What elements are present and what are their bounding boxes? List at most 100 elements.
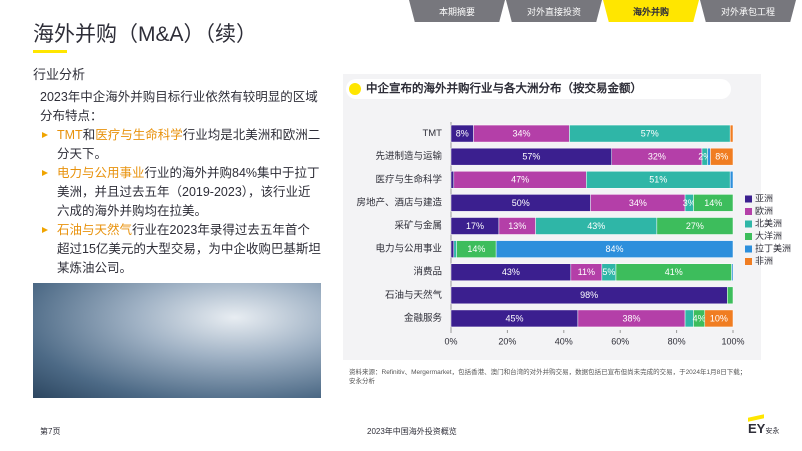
data-label: 8% bbox=[715, 152, 728, 162]
report-name: 2023年中国海外投资概览 bbox=[367, 427, 457, 436]
page-number: 第7页 bbox=[40, 427, 61, 436]
title-underline bbox=[33, 50, 67, 53]
data-label: 38% bbox=[622, 313, 640, 323]
data-label: 27% bbox=[686, 221, 704, 231]
logo-text: EY bbox=[748, 421, 766, 436]
x-tick-label: 80% bbox=[668, 336, 686, 346]
logo-cn: 安永 bbox=[765, 428, 780, 435]
y-tick-label: 采矿与金属 bbox=[394, 220, 442, 232]
data-label: 41% bbox=[665, 267, 683, 277]
legend-label: 北美洲 bbox=[755, 217, 782, 228]
data-label: 14% bbox=[704, 198, 722, 208]
emphasis-text: 石油与天然气 bbox=[57, 223, 133, 237]
x-tick-label: 100% bbox=[721, 336, 744, 346]
x-tick-label: 0% bbox=[444, 336, 457, 346]
data-label: 34% bbox=[512, 128, 530, 138]
data-label: 3% bbox=[683, 198, 696, 208]
data-label: 2% bbox=[698, 152, 711, 162]
data-label: 17% bbox=[466, 221, 484, 231]
legend-swatch bbox=[745, 195, 752, 203]
nav-tab: 对外直接投资 bbox=[506, 0, 602, 22]
y-tick-label: 消费品 bbox=[413, 266, 442, 278]
legend-label: 大洋洲 bbox=[755, 230, 782, 241]
bullet: 电力与公用事业行业的海外并购84%集中于拉丁美洲，并且过去五年（2019-202… bbox=[40, 164, 322, 221]
x-tick-label: 20% bbox=[498, 336, 516, 346]
data-label: 45% bbox=[505, 313, 523, 323]
logo: EY安永 bbox=[748, 421, 779, 436]
data-label: 4% bbox=[693, 313, 706, 323]
nav-tab: 对外承包工程 bbox=[700, 0, 796, 22]
bullet-text: 和 bbox=[82, 128, 96, 142]
bar-segment bbox=[693, 194, 734, 212]
bar-segment bbox=[731, 263, 734, 281]
body-text: 2023年中企海外并购目标行业依然有较明显的区域分布特点： TMT和医疗与生命科… bbox=[40, 88, 322, 278]
y-tick-label: 先进制造与运输 bbox=[375, 150, 442, 162]
legend-swatch bbox=[745, 220, 752, 228]
legend-swatch bbox=[745, 258, 752, 265]
data-label: 34% bbox=[629, 198, 647, 208]
data-label: 84% bbox=[606, 244, 624, 254]
data-label: 8% bbox=[456, 128, 469, 138]
bar-segment bbox=[495, 240, 734, 258]
tab-bar: 本期摘要 对外直接投资 海外并购 对外承包工程 bbox=[408, 0, 796, 22]
data-label: 43% bbox=[587, 221, 605, 231]
emphasis-text: TMT bbox=[57, 128, 83, 142]
bar-segment bbox=[729, 171, 734, 189]
x-tick-label: 60% bbox=[611, 336, 629, 346]
bar-segment bbox=[704, 309, 734, 328]
data-label: 5% bbox=[602, 267, 615, 277]
legend-label: 欧洲 bbox=[755, 205, 773, 216]
section-heading: 行业分析 bbox=[33, 67, 86, 82]
bullet: TMT和医疗与生命科学行业均是北美洲和欧洲二分天下。 bbox=[40, 126, 322, 164]
legend-swatch bbox=[745, 233, 752, 240]
intro: 2023年中企海外并购目标行业依然有较明显的区域分布特点： bbox=[40, 90, 318, 123]
bar-segment bbox=[707, 147, 711, 166]
data-label: 57% bbox=[641, 128, 659, 138]
legend-swatch bbox=[745, 245, 752, 253]
bar-segment bbox=[656, 217, 734, 235]
bullet-list: TMT和医疗与生命科学行业均是北美洲和欧洲二分天下。 电力与公用事业行业的海外并购… bbox=[40, 126, 322, 278]
y-tick-label: 房地产、酒店与建造 bbox=[356, 196, 442, 208]
data-label: 43% bbox=[502, 267, 520, 277]
data-label: 57% bbox=[522, 152, 540, 162]
data-label: 10% bbox=[710, 313, 728, 323]
source-note: 资料来源：Refinitiv、Mergermarket，包括香港、澳门和台湾的对… bbox=[349, 369, 747, 385]
bullet-text: 行业均是北美洲和欧洲二分天下。 bbox=[57, 128, 321, 161]
chart-title: 中企宣布的海外并购行业与各大洲分布（按交易金额） bbox=[366, 81, 642, 95]
data-label: 14% bbox=[467, 244, 485, 254]
data-label: 51% bbox=[649, 175, 667, 185]
y-tick-label: 石油与天然气 bbox=[385, 289, 443, 301]
data-label: 11% bbox=[578, 267, 595, 277]
x-tick-label: 40% bbox=[555, 336, 573, 346]
slide-title: 海外并购（M&A）（续） bbox=[33, 23, 258, 46]
data-label: 32% bbox=[648, 152, 666, 162]
chart-title-box bbox=[346, 79, 731, 99]
photo bbox=[33, 283, 321, 398]
legend-swatch bbox=[745, 208, 752, 215]
bar-segment bbox=[450, 171, 455, 189]
data-label: 47% bbox=[511, 175, 529, 185]
data-label: 98% bbox=[580, 290, 598, 300]
chart-title-dot bbox=[349, 83, 361, 95]
y-tick-label: 医疗与生命科学 bbox=[375, 173, 442, 185]
y-tick-label: TMT bbox=[422, 128, 442, 139]
data-label: 13% bbox=[508, 221, 526, 231]
y-tick-label: 金融服务 bbox=[404, 312, 443, 324]
bar-segment bbox=[729, 124, 734, 143]
legend-label: 拉丁美洲 bbox=[755, 242, 791, 253]
bullet-text: 行业在2023年录得过去五年首个超过15亿美元的大型交易，为中企收购巴基斯坦某炼… bbox=[57, 223, 321, 275]
data-label: 50% bbox=[512, 198, 530, 208]
bar-segment bbox=[727, 286, 734, 305]
nav-tab: 本期摘要 bbox=[409, 0, 505, 22]
nav-tab: 海外并购 bbox=[603, 0, 699, 22]
y-tick-label: 电力与公用事业 bbox=[375, 243, 442, 255]
bullet-text: 行业的海外并购84%集中于拉丁美洲，并且过去五年（2019-2023），该行业近… bbox=[57, 166, 320, 218]
bar-segment bbox=[450, 240, 455, 258]
emphasis-text: 医疗与生命科学 bbox=[95, 128, 183, 142]
bullet: 石油与天然气行业在2023年录得过去五年首个超过15亿美元的大型交易，为中企收购… bbox=[40, 221, 322, 278]
bar-segment bbox=[710, 147, 734, 166]
legend-label: 非洲 bbox=[755, 255, 773, 266]
legend-label: 亚洲 bbox=[755, 193, 773, 203]
